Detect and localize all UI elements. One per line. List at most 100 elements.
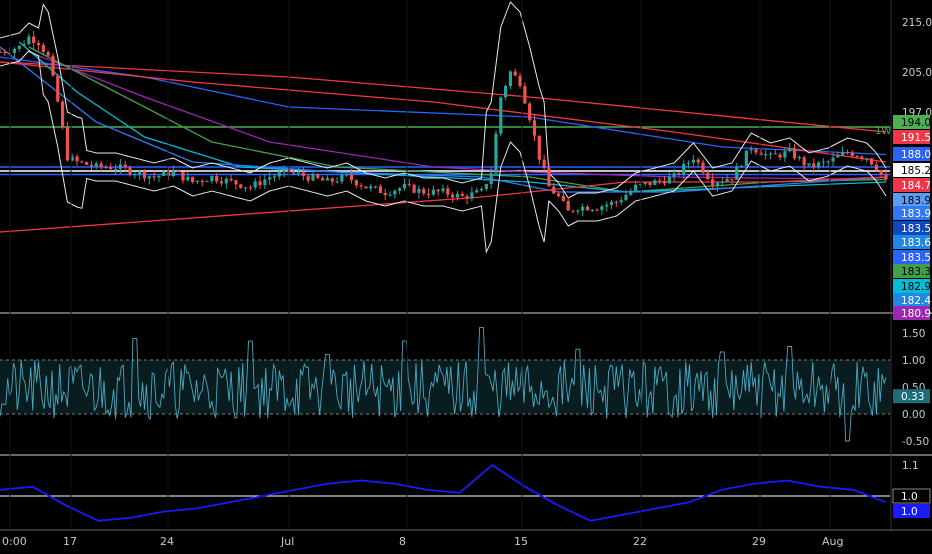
- candle-body[interactable]: [619, 200, 623, 203]
- oscillator-line[interactable]: [0, 327, 887, 442]
- price-tag[interactable]: 182.4: [893, 293, 931, 307]
- candle-body[interactable]: [306, 176, 310, 181]
- price-tag[interactable]: 183.3: [893, 264, 931, 278]
- candle-body[interactable]: [431, 189, 435, 195]
- candle-body[interactable]: [768, 153, 773, 155]
- candle-body[interactable]: [205, 181, 209, 183]
- candle-body[interactable]: [138, 171, 142, 175]
- candle-body[interactable]: [268, 177, 272, 180]
- candle-body[interactable]: [70, 156, 74, 161]
- candle-body[interactable]: [335, 181, 339, 183]
- candle-body[interactable]: [99, 163, 103, 168]
- candle-body[interactable]: [85, 162, 89, 165]
- candle-body[interactable]: [682, 163, 686, 175]
- candle-body[interactable]: [470, 192, 474, 199]
- candle-body[interactable]: [609, 201, 614, 205]
- candle-body[interactable]: [561, 195, 565, 201]
- candle-body[interactable]: [181, 171, 185, 181]
- candle-body[interactable]: [542, 159, 546, 169]
- candle-body[interactable]: [773, 153, 777, 155]
- candle-body[interactable]: [32, 36, 36, 44]
- candle-body[interactable]: [638, 183, 643, 185]
- candle-body[interactable]: [821, 161, 826, 163]
- candle-body[interactable]: [735, 166, 739, 180]
- moving-average-line[interactable]: [0, 61, 887, 163]
- candle-body[interactable]: [316, 174, 320, 179]
- candle-body[interactable]: [345, 174, 349, 176]
- candle-body[interactable]: [759, 152, 763, 156]
- candle-body[interactable]: [80, 161, 84, 163]
- candle-body[interactable]: [186, 176, 190, 181]
- candle-body[interactable]: [812, 163, 816, 168]
- candle-body[interactable]: [195, 180, 200, 183]
- oscillator-pane[interactable]: 1.501.000.500.00-0.500.33: [0, 327, 930, 448]
- candle-body[interactable]: [243, 187, 248, 189]
- candle-body[interactable]: [503, 86, 508, 98]
- candle-body[interactable]: [494, 133, 498, 174]
- candle-body[interactable]: [321, 178, 325, 181]
- candle-body[interactable]: [841, 152, 845, 156]
- time-axis[interactable]: 0:00 17 24 Jul 8 15 22 29 Aug: [2, 0, 843, 548]
- candle-body[interactable]: [147, 176, 151, 179]
- candle-body[interactable]: [730, 179, 734, 181]
- candle-body[interactable]: [393, 190, 397, 195]
- candle-body[interactable]: [248, 187, 252, 189]
- indicator-last-value-tag[interactable]: 1.0: [893, 504, 930, 518]
- price-axis[interactable]: 215.0205.0197.0194.0191.5188.0185.2184.7…: [893, 17, 932, 320]
- candle-body[interactable]: [282, 169, 286, 173]
- candle-body[interactable]: [648, 182, 652, 185]
- candle-body[interactable]: [484, 184, 488, 189]
- candle-body[interactable]: [479, 188, 484, 191]
- bollinger-upper-band[interactable]: [0, 1, 887, 199]
- candle-body[interactable]: [451, 194, 455, 198]
- candle-body[interactable]: [614, 201, 618, 203]
- candle-body[interactable]: [12, 48, 17, 53]
- candle-body[interactable]: [508, 71, 513, 87]
- candle-body[interactable]: [229, 178, 233, 181]
- indicator-pane[interactable]: 1.1 1.0 1.0: [0, 460, 931, 522]
- candle-body[interactable]: [171, 170, 175, 177]
- candle-body[interactable]: [215, 176, 219, 182]
- candle-body[interactable]: [51, 55, 55, 76]
- candle-body[interactable]: [672, 173, 676, 177]
- candle-body[interactable]: [258, 181, 262, 186]
- price-tag[interactable]: 183.5: [893, 250, 931, 264]
- candle-body[interactable]: [176, 170, 180, 172]
- candle-body[interactable]: [634, 184, 638, 191]
- candle-body[interactable]: [860, 156, 864, 159]
- candle-body[interactable]: [123, 164, 127, 168]
- candle-body[interactable]: [378, 186, 383, 193]
- candle-body[interactable]: [720, 181, 724, 183]
- candle-body[interactable]: [513, 71, 517, 76]
- candle-body[interactable]: [725, 179, 729, 182]
- candle-body[interactable]: [797, 157, 801, 159]
- candle-body[interactable]: [412, 184, 416, 193]
- candle-body[interactable]: [662, 180, 667, 184]
- candle-body[interactable]: [301, 172, 305, 177]
- price-tag[interactable]: 182.9: [893, 279, 931, 293]
- moving-average-line[interactable]: [0, 56, 887, 156]
- candle-body[interactable]: [292, 172, 296, 174]
- candle-body[interactable]: [224, 178, 228, 184]
- candle-body[interactable]: [36, 43, 41, 46]
- candle-body[interactable]: [879, 170, 883, 175]
- candle-body[interactable]: [706, 172, 710, 180]
- candle-body[interactable]: [532, 120, 537, 136]
- candle-body[interactable]: [166, 171, 171, 177]
- candle-body[interactable]: [330, 178, 334, 182]
- candle-body[interactable]: [325, 178, 330, 181]
- candle-body[interactable]: [701, 162, 705, 173]
- candle-body[interactable]: [349, 174, 354, 181]
- candle-body[interactable]: [802, 157, 806, 166]
- candle-body[interactable]: [547, 168, 551, 187]
- candle-body[interactable]: [417, 188, 421, 193]
- candle-body[interactable]: [874, 164, 878, 171]
- candle-body[interactable]: [118, 164, 122, 169]
- candle-body[interactable]: [744, 150, 748, 166]
- candle-body[interactable]: [869, 158, 874, 165]
- candle-body[interactable]: [75, 156, 79, 162]
- candle-body[interactable]: [364, 186, 368, 189]
- candle-body[interactable]: [152, 176, 156, 178]
- candle-body[interactable]: [296, 172, 301, 174]
